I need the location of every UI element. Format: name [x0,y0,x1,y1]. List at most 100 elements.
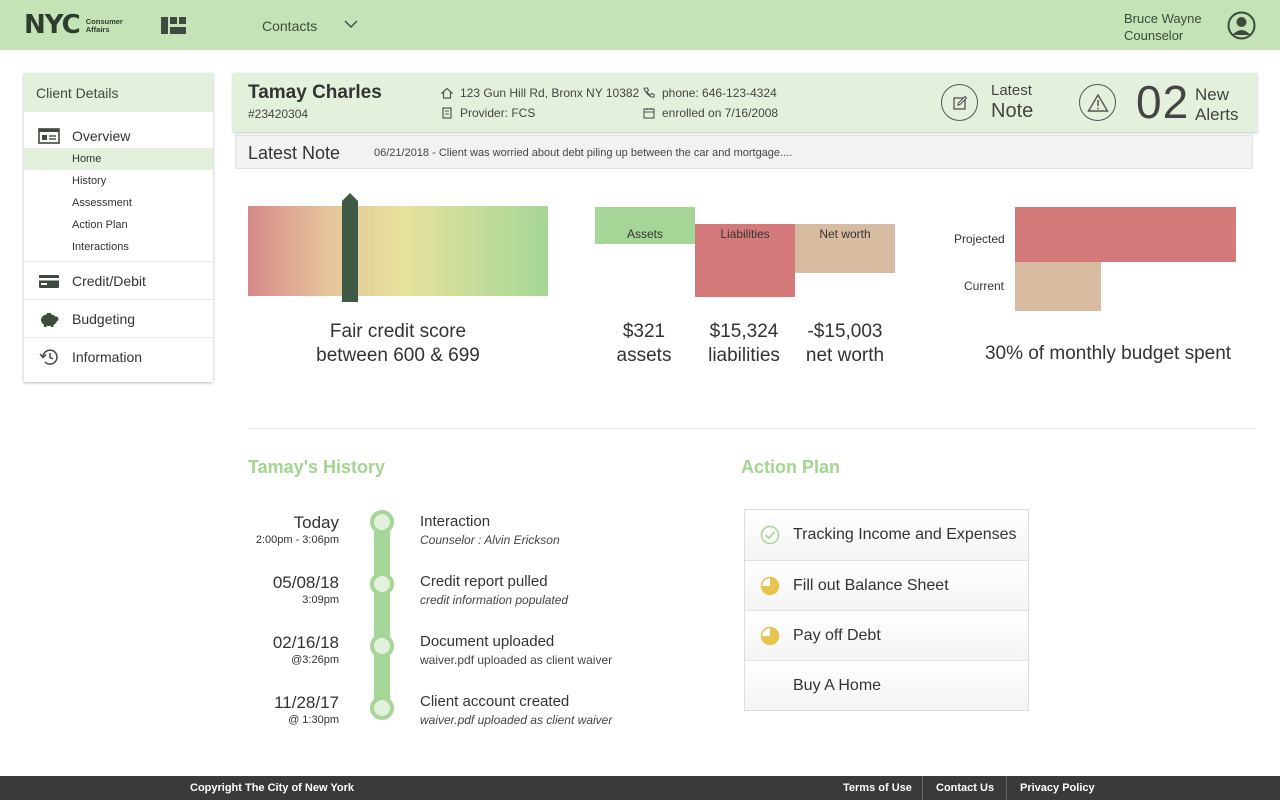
latest-note-text: 06/21/2018 - Client was worried about de… [374,147,793,159]
action-plan-item[interactable]: Pay off Debt [745,610,1028,660]
sidebar-item-information[interactable]: Information [24,337,213,383]
client-name: Tamay Charles [248,82,382,103]
footer: Copyright The City of New York Terms of … [0,776,1280,800]
sidebar-title: Client Details [24,73,213,112]
timeline-event[interactable]: Interaction Counselor : Alvin Erickson [420,513,560,547]
action-plan-list: Tracking Income and Expenses Fill out Ba… [744,509,1029,711]
timeline-event[interactable]: Client account created waiver.pdf upload… [420,693,612,727]
nyc-logo[interactable]: NYC Consumer Affairs [24,12,123,38]
piggy-bank-icon [41,313,59,327]
sidebar-subitem-assessment[interactable]: Assessment [72,197,132,209]
assets-amount: $321 [622,321,666,342]
client-provider-text: Provider: FCS [460,106,536,120]
budget-projected-label: Projected [954,232,1005,246]
latest-note-title: Latest Note [248,143,341,163]
client-enrolled: enrolled on 7/16/2008 [643,106,778,120]
footer-link-terms[interactable]: Terms of Use [843,782,912,794]
net-worth-bar-label: Net worth [819,227,871,241]
logo-text: NYC [24,10,81,40]
building-icon [442,107,452,119]
sidebar-subitem-history[interactable]: History [72,175,107,187]
assets-bar: Assets [595,207,695,244]
logo-subtitle: Consumer Affairs [86,18,123,34]
user-info: Bruce Wayne Counselor [1124,10,1202,44]
footer-copyright: Copyright The City of New York [190,782,354,794]
assets-bar-label: Assets [626,227,663,241]
timeline-date: Today 2:00pm - 3:06pm [256,513,339,546]
chevron-down-icon[interactable] [344,19,358,29]
warning-icon [1086,93,1109,112]
alerts-count: 02 [1136,76,1190,128]
home-icon [441,87,453,99]
history-clock-icon [39,349,58,365]
latest-note-label-line2: Note [991,100,1034,122]
client-phone: phone: 646-123-4324 [643,86,777,100]
timeline-event-title: Document uploaded [420,633,555,650]
liabilities-bar: Liabilities [695,224,795,297]
contacts-dropdown-label[interactable]: Contacts [262,18,318,34]
assets-caption: assets [616,345,672,366]
sidebar-subitem-interactions[interactable]: Interactions [72,241,129,253]
sidebar-subitem-home[interactable]: Home [24,148,213,170]
client-address: 123 Gun Hill Rd, Bronx NY 10382 [441,86,639,100]
timeline-dot [370,572,394,596]
net-worth-bar: Net worth [795,224,895,273]
timeline-event[interactable]: Credit report pulled credit information … [420,573,568,607]
credit-card-icon [39,275,59,288]
timeline-event-detail: waiver.pdf uploaded as client waiver [420,653,613,667]
footer-link-privacy[interactable]: Privacy Policy [1020,782,1095,794]
latest-note-label[interactable]: Latest Note [991,82,1033,123]
top-bar: NYC Consumer Affairs Contacts Bruce Wayn… [0,0,1280,50]
sidebar-item-credit-debit[interactable]: Credit/Debit [24,261,213,299]
timeline-date-time: 3:09pm [302,594,339,606]
timeline-date-day: 02/16/18 [272,633,339,652]
calendar-icon [643,108,655,119]
sidebar-item-label: Information [72,349,143,365]
client-provider: Provider: FCS [441,106,535,120]
timeline-event-detail: waiver.pdf uploaded as client waiver [420,713,613,727]
action-plan-item[interactable]: Fill out Balance Sheet [745,560,1028,610]
timeline-date: 05/08/18 3:09pm [273,573,339,606]
footer-link-contact[interactable]: Contact Us [936,782,995,794]
action-plan-item[interactable]: Tracking Income and Expenses [745,510,1028,560]
liabilities-summary: $15,324 liabilities [694,320,794,368]
phone-icon [643,87,655,98]
liabilities-caption: liabilities [708,345,780,366]
liabilities-bar-label: Liabilities [720,227,770,241]
sidebar-item-label: Budgeting [72,311,136,327]
timeline-event[interactable]: Document uploaded waiver.pdf uploaded as… [420,633,612,667]
sidebar-item-label: Credit/Debit [72,273,146,289]
client-address-text: 123 Gun Hill Rd, Bronx NY 10382 [460,86,640,100]
sidebar-item-budgeting[interactable]: Budgeting [24,299,213,337]
sidebar-item-label: Overview [72,128,131,144]
latest-note-bar[interactable]: Latest Note 06/21/2018 - Client was worr… [235,135,1253,169]
timeline-track [374,515,390,715]
user-name: Bruce Wayne [1124,11,1202,26]
client-id: #23420304 [248,107,309,121]
alerts-button[interactable] [1079,84,1116,121]
timeline-date-day: Today [293,513,339,532]
assets-summary: $321 assets [594,320,694,368]
action-plan-item-label: Fill out Balance Sheet [793,577,949,594]
alerts-label: New Alerts [1195,85,1238,125]
sidebar-subitem-action-plan[interactable]: Action Plan [72,219,128,231]
action-plan-title: Action Plan [741,457,841,477]
action-plan-item[interactable]: Buy A Home [745,660,1028,710]
timeline-date-day: 05/08/18 [272,573,339,592]
budget-current-bar [1015,262,1102,311]
timeline-date: 02/16/18 @3:26pm [273,633,339,666]
edit-note-icon [952,95,967,110]
section-divider [248,428,1256,429]
credit-score-caption-line2: between 600 & 699 [316,345,480,366]
timeline-date: 11/28/17 @ 1:30pm [274,693,339,726]
action-plan-item-label: Pay off Debt [793,627,881,644]
add-note-button[interactable] [941,84,978,121]
complete-check-icon [760,525,780,545]
sidebar-item-overview[interactable]: Overview [24,112,213,148]
partial-progress-icon [760,626,780,646]
liabilities-amount: $15,324 [709,321,779,342]
credit-score-needle [342,193,358,302]
dashboard-grid-icon[interactable] [161,17,186,34]
timeline-dot [370,696,394,720]
user-avatar-icon[interactable] [1227,11,1256,40]
